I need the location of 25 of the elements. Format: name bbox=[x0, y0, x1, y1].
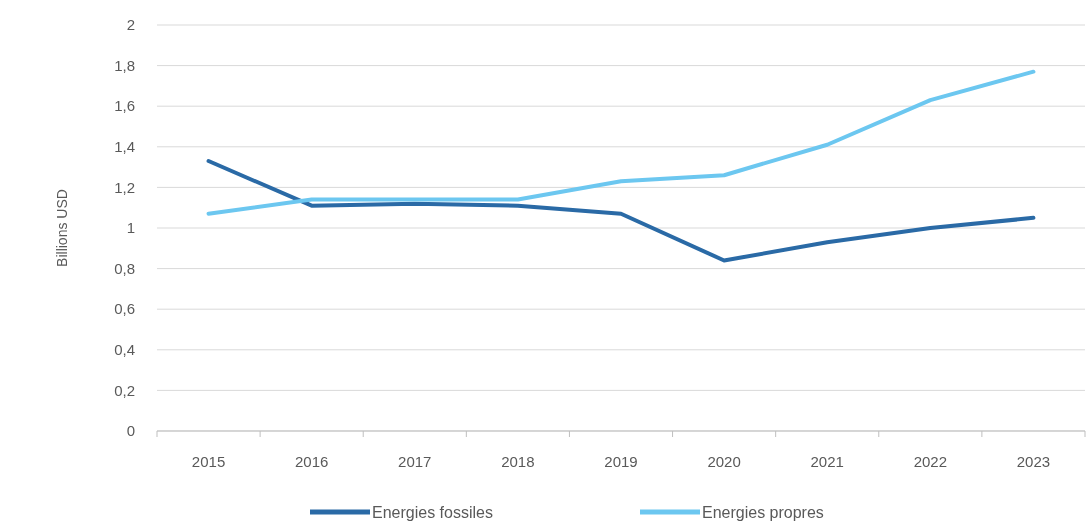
y-tick-label: 1,2 bbox=[114, 178, 135, 196]
x-tick-label: 2023 bbox=[1016, 453, 1051, 470]
y-tick-label: 1,4 bbox=[114, 138, 135, 156]
y-tick-label: 0,6 bbox=[114, 300, 135, 318]
x-tick-label: 2020 bbox=[707, 453, 741, 470]
y-tick-label: 0,4 bbox=[114, 341, 135, 359]
x-tick-label: 2015 bbox=[191, 453, 226, 470]
y-tick-label: 1,6 bbox=[114, 97, 135, 115]
y-tick-label: 0,8 bbox=[114, 259, 135, 277]
y-tick-label: 0,2 bbox=[114, 381, 135, 399]
x-tick-label: 2018 bbox=[501, 453, 535, 470]
line-series bbox=[206, 69, 1036, 216]
x-tick-label: 2022 bbox=[913, 453, 948, 470]
legend-label: Energies propres bbox=[702, 503, 824, 521]
x-tick-label: 2017 bbox=[398, 453, 432, 470]
line-series bbox=[206, 159, 1036, 263]
y-tick-label: 1 bbox=[126, 219, 135, 237]
y-axis-title: Billions USD bbox=[54, 189, 70, 267]
x-tick-label: 2021 bbox=[810, 453, 844, 470]
x-tick-label: 2019 bbox=[604, 453, 638, 470]
legend-label: Energies fossiles bbox=[372, 503, 493, 521]
y-tick-label: 1,8 bbox=[114, 56, 135, 74]
y-tick-label: 2 bbox=[126, 16, 135, 34]
y-tick-label: 0 bbox=[126, 422, 135, 440]
x-tick-label: 2016 bbox=[294, 453, 329, 470]
